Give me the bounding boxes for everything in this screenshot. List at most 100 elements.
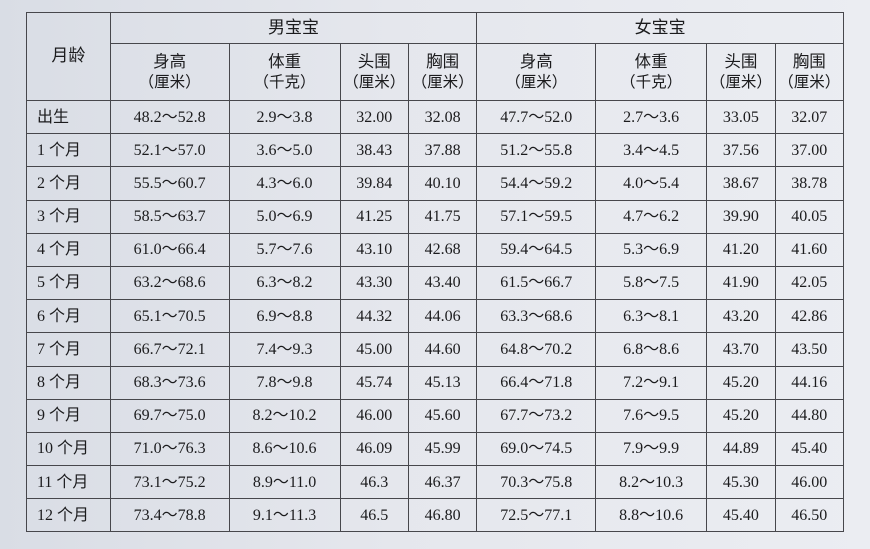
cell-age: 12 个月 (27, 499, 111, 532)
cell-female: 43.70 (707, 333, 775, 366)
cell-male: 44.32 (340, 300, 408, 333)
cell-male: 8.9～11.0 (229, 466, 340, 499)
cell-age: 11 个月 (27, 466, 111, 499)
cell-male: 55.5～60.7 (110, 167, 229, 200)
cell-female: 46.50 (775, 499, 843, 532)
cell-male: 41.75 (408, 200, 476, 233)
cell-male: 63.2～68.6 (110, 266, 229, 299)
cell-male: 73.1～75.2 (110, 466, 229, 499)
metric-unit: （厘米） (776, 74, 843, 93)
cell-male: 45.99 (408, 432, 476, 465)
cell-female: 6.3～8.1 (596, 300, 707, 333)
cell-age: 7 个月 (27, 333, 111, 366)
cell-male: 71.0～76.3 (110, 432, 229, 465)
cell-female: 43.20 (707, 300, 775, 333)
cell-male: 3.6～5.0 (229, 134, 340, 167)
table-row: 4 个月61.0～66.45.7～7.643.1042.6859.4～64.55… (27, 233, 844, 266)
header-male-head: 头围 （厘米） (340, 44, 408, 101)
cell-female: 45.30 (707, 466, 775, 499)
header-metrics-row: 身高 （厘米） 体重 （千克） 头围 （厘米） 胸围 （厘米） 身高 （厘米 (27, 44, 844, 101)
header-male-weight: 体重 （千克） (229, 44, 340, 101)
cell-male: 8.2～10.2 (229, 399, 340, 432)
growth-table: 月龄 男宝宝 女宝宝 身高 （厘米） 体重 （千克） 头围 （厘米） (26, 12, 844, 532)
metric-label: 身高 (153, 52, 186, 71)
metric-label: 头围 (724, 52, 757, 71)
cell-male: 43.10 (340, 233, 408, 266)
metric-unit: （千克） (230, 74, 340, 93)
table-row: 7 个月66.7～72.17.4～9.345.0044.6064.8～70.26… (27, 333, 844, 366)
cell-age: 出生 (27, 101, 111, 134)
cell-female: 33.05 (707, 101, 775, 134)
cell-age: 8 个月 (27, 366, 111, 399)
cell-male: 46.80 (408, 499, 476, 532)
cell-male: 39.84 (340, 167, 408, 200)
cell-age: 6 个月 (27, 300, 111, 333)
cell-age: 10 个月 (27, 432, 111, 465)
cell-male: 46.00 (340, 399, 408, 432)
table-row: 5 个月63.2～68.66.3～8.243.3043.4061.5～66.75… (27, 266, 844, 299)
cell-female: 43.50 (775, 333, 843, 366)
cell-female: 69.0～74.5 (477, 432, 596, 465)
table-row: 8 个月68.3～73.67.8～9.845.7445.1366.4～71.87… (27, 366, 844, 399)
cell-female: 8.8～10.6 (596, 499, 707, 532)
cell-male: 7.4～9.3 (229, 333, 340, 366)
header-age-label: 月龄 (51, 46, 85, 65)
cell-male: 68.3～73.6 (110, 366, 229, 399)
header-age: 月龄 (27, 13, 111, 101)
cell-male: 44.60 (408, 333, 476, 366)
cell-male: 42.68 (408, 233, 476, 266)
cell-female: 54.4～59.2 (477, 167, 596, 200)
table-row: 1 个月52.1～57.03.6～5.038.4337.8851.2～55.83… (27, 134, 844, 167)
cell-female: 6.8～8.6 (596, 333, 707, 366)
metric-unit: （厘米） (409, 74, 476, 93)
cell-male: 8.6～10.6 (229, 432, 340, 465)
cell-male: 69.7～75.0 (110, 399, 229, 432)
cell-female: 51.2～55.8 (477, 134, 596, 167)
cell-age: 9 个月 (27, 399, 111, 432)
cell-female: 44.16 (775, 366, 843, 399)
metric-label: 身高 (520, 52, 553, 71)
cell-male: 5.7～7.6 (229, 233, 340, 266)
cell-age: 4 个月 (27, 233, 111, 266)
cell-male: 32.08 (408, 101, 476, 134)
cell-female: 44.80 (775, 399, 843, 432)
cell-female: 45.40 (775, 432, 843, 465)
metric-label: 体重 (635, 52, 668, 71)
cell-female: 42.86 (775, 300, 843, 333)
metric-label: 胸围 (426, 52, 459, 71)
header-group-female: 女宝宝 (477, 13, 844, 44)
header-male-height: 身高 （厘米） (110, 44, 229, 101)
cell-male: 73.4～78.8 (110, 499, 229, 532)
cell-female: 47.7～52.0 (477, 101, 596, 134)
cell-male: 5.0～6.9 (229, 200, 340, 233)
cell-female: 4.0～5.4 (596, 167, 707, 200)
cell-male: 61.0～66.4 (110, 233, 229, 266)
cell-age: 1 个月 (27, 134, 111, 167)
metric-unit: （厘米） (111, 74, 229, 93)
cell-female: 42.05 (775, 266, 843, 299)
cell-female: 2.7～3.6 (596, 101, 707, 134)
cell-female: 45.40 (707, 499, 775, 532)
cell-female: 63.3～68.6 (477, 300, 596, 333)
cell-male: 45.60 (408, 399, 476, 432)
cell-female: 41.60 (775, 233, 843, 266)
cell-female: 67.7～73.2 (477, 399, 596, 432)
cell-male: 45.13 (408, 366, 476, 399)
cell-female: 64.8～70.2 (477, 333, 596, 366)
cell-male: 4.3～6.0 (229, 167, 340, 200)
cell-female: 7.2～9.1 (596, 366, 707, 399)
cell-female: 45.20 (707, 366, 775, 399)
metric-unit: （厘米） (341, 74, 408, 93)
metric-label: 头围 (358, 52, 391, 71)
cell-male: 46.3 (340, 466, 408, 499)
table-row: 12 个月73.4～78.89.1～11.346.546.8072.5～77.1… (27, 499, 844, 532)
cell-female: 70.3～75.8 (477, 466, 596, 499)
table-row: 11 个月73.1～75.28.9～11.046.346.3770.3～75.8… (27, 466, 844, 499)
cell-female: 5.8～7.5 (596, 266, 707, 299)
cell-male: 2.9～3.8 (229, 101, 340, 134)
cell-female: 39.90 (707, 200, 775, 233)
cell-female: 37.56 (707, 134, 775, 167)
table-body: 出生48.2～52.82.9～3.832.0032.0847.7～52.02.7… (27, 101, 844, 532)
cell-age: 5 个月 (27, 266, 111, 299)
metric-label: 胸围 (793, 52, 826, 71)
